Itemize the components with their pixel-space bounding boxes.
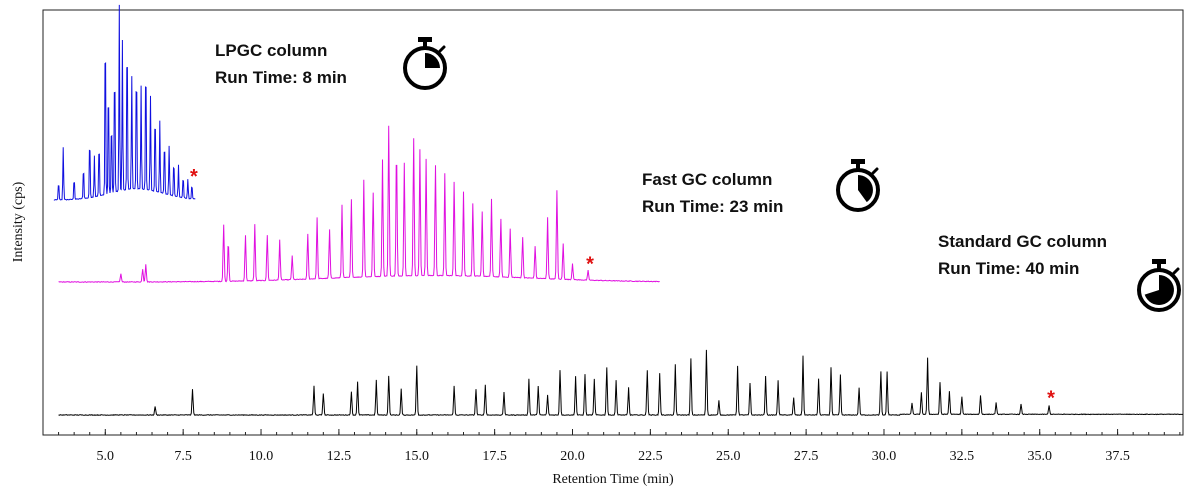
plot-frame: [42, 9, 1184, 436]
annotation-lpgc-title: LPGC column: [215, 41, 327, 60]
x-axis: 5.0 7.5 10.0 12.5 15.0 17.5 20.0 22.5 25.0 27.5 30…: [58, 429, 1181, 464]
stopwatch-icon: [1137, 259, 1181, 312]
stopwatch-button: [871, 167, 879, 175]
annotation-lpgc: LPGC column Run Time: 8 min: [215, 37, 447, 90]
end-markers: * * *: [190, 166, 1055, 409]
y-axis-label: Intensity (cps): [11, 181, 26, 262]
stopwatch-crown: [1152, 259, 1166, 264]
stopwatch-crown: [851, 159, 865, 164]
end-marker-lpgc: *: [190, 166, 198, 188]
stopwatch-elapsed-wedge: [425, 53, 440, 68]
x-tick-label: 10.0: [249, 449, 274, 464]
stopwatch-icon: [836, 159, 880, 212]
stopwatch-button: [438, 45, 446, 53]
stopwatch-elapsed-wedge: [858, 175, 873, 203]
stopwatch-button: [1172, 267, 1180, 275]
stopwatch-stem: [423, 41, 427, 47]
annotation-lpgc-runtime: Run Time: 8 min: [215, 68, 347, 87]
x-tick-label: 22.5: [638, 449, 663, 464]
x-tick-label: 30.0: [872, 449, 897, 464]
x-tick-label: 17.5: [482, 449, 507, 464]
annotation-fast-runtime: Run Time: 23 min: [642, 197, 783, 216]
x-tick-label: 12.5: [327, 449, 352, 464]
trace-standard: [58, 349, 1184, 416]
end-marker-fast: *: [586, 253, 594, 275]
traces: [53, 4, 1184, 416]
x-tick-label: 27.5: [794, 449, 819, 464]
x-tick-label: 20.0: [560, 449, 585, 464]
x-tick-label: 32.5: [950, 449, 975, 464]
annotation-fast: Fast GC column Run Time: 23 min: [642, 159, 880, 216]
trace-fast: [58, 125, 660, 283]
x-tick-label: 35.0: [1027, 449, 1052, 464]
stopwatch-icon: [403, 37, 447, 90]
x-tick-label: 7.5: [174, 449, 192, 464]
x-axis-label: Retention Time (min): [552, 472, 674, 487]
trace-lpgc: [53, 4, 196, 201]
stopwatch-crown: [418, 37, 432, 42]
annotation-standard-runtime: Run Time: 40 min: [938, 259, 1079, 278]
stopwatch-stem: [1157, 263, 1161, 269]
x-tick-label: 25.0: [716, 449, 741, 464]
stopwatch-stem: [856, 163, 860, 169]
x-tick-label: 15.0: [405, 449, 430, 464]
x-tick-label: 37.5: [1105, 449, 1130, 464]
end-marker-standard: *: [1047, 387, 1055, 409]
x-tick-label: 5.0: [97, 449, 115, 464]
stopwatch-elapsed-wedge: [1144, 275, 1174, 305]
annotation-standard-title: Standard GC column: [938, 232, 1107, 251]
annotation-standard: Standard GC column Run Time: 40 min: [938, 232, 1181, 312]
annotation-fast-title: Fast GC column: [642, 170, 772, 189]
